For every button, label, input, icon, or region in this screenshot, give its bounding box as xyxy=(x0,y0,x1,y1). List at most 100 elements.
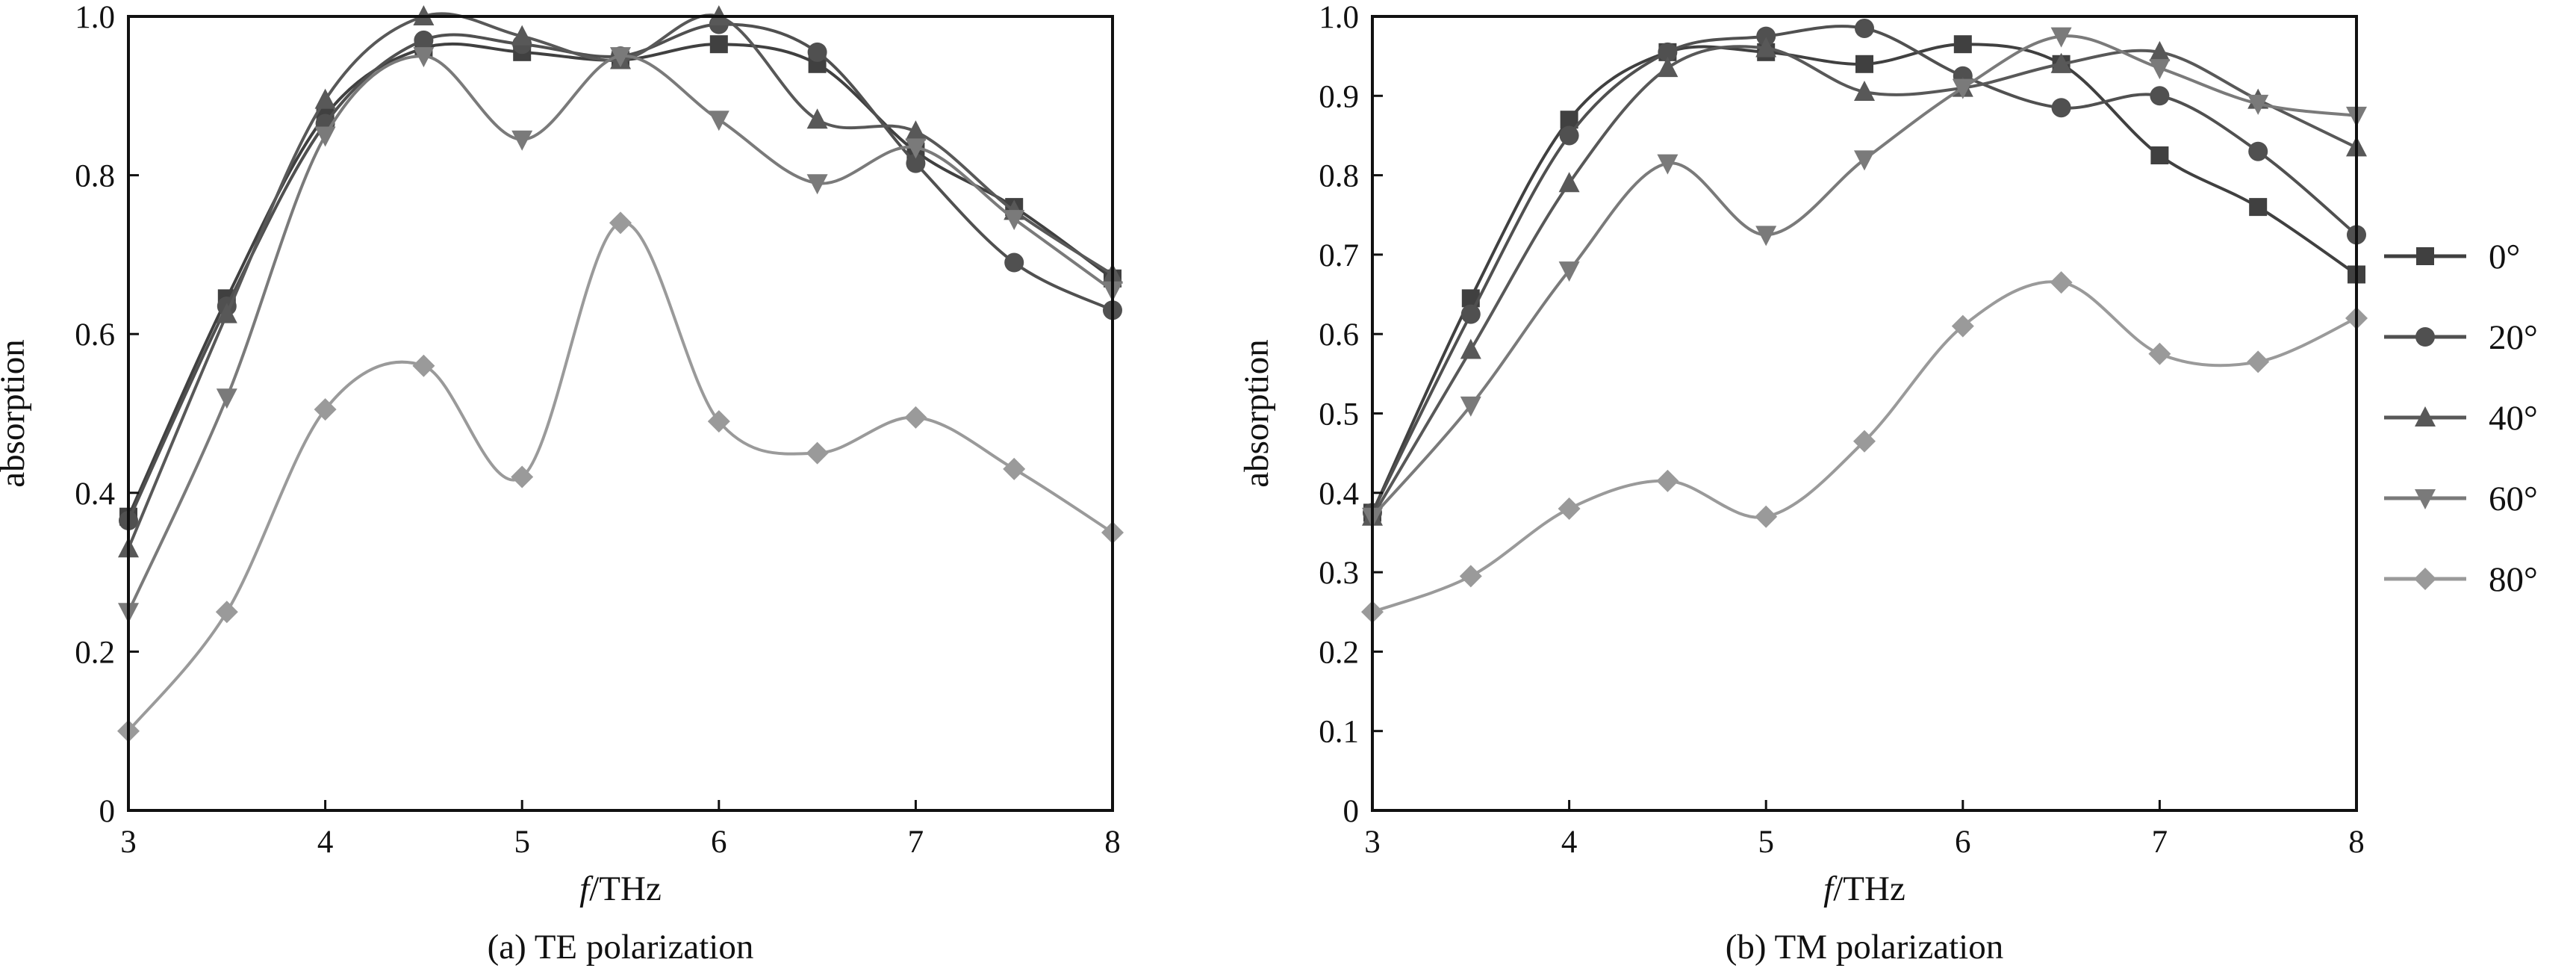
data-point xyxy=(1558,261,1580,282)
legend-marker xyxy=(2415,406,2436,427)
data-point xyxy=(2150,146,2169,165)
data-point xyxy=(1952,78,1973,99)
y-tick-label: 0.1 xyxy=(1319,715,1359,750)
data-point xyxy=(2050,271,2073,294)
data-point xyxy=(1004,210,1025,231)
data-point xyxy=(1460,304,1481,324)
data-point xyxy=(1854,80,1875,101)
data-point xyxy=(1559,125,1579,146)
data-point xyxy=(1656,469,1679,492)
series-line-2 xyxy=(127,12,1114,549)
legend-item: 40° xyxy=(2384,399,2538,438)
legend-item: 80° xyxy=(2384,560,2538,599)
x-axis-title: f/THz xyxy=(579,869,662,908)
legend-label: 20° xyxy=(2489,318,2538,357)
data-point xyxy=(2247,94,2269,115)
y-axis-title: absorption xyxy=(1237,339,1276,487)
y-tick-label: 0.4 xyxy=(1319,477,1359,512)
y-tick-label: 0.9 xyxy=(1319,79,1359,114)
data-point xyxy=(905,138,927,159)
series-line-1 xyxy=(1371,25,2358,514)
legend-label: 40° xyxy=(2489,399,2538,438)
y-tick-label: 0.3 xyxy=(1319,556,1359,591)
x-tick-label: 5 xyxy=(1758,825,1774,860)
legend-item: 0° xyxy=(2384,238,2520,276)
data-point xyxy=(2150,86,2170,106)
data-point xyxy=(1855,18,1874,38)
data-point xyxy=(1460,396,1481,417)
data-point xyxy=(1853,429,1876,453)
data-point xyxy=(2149,59,2171,80)
data-point xyxy=(1755,505,1778,528)
x-tick-label: 3 xyxy=(120,825,137,860)
y-axis-title: absorption xyxy=(0,339,32,487)
panel-te-polarization: 3 4 5 6 7 8 0 0.2 0.4 0.6 0.8 1.0 f/THz absorption (a)… xyxy=(0,0,1124,967)
data-point xyxy=(1756,26,1776,46)
y-tick-label: 0.6 xyxy=(75,317,115,353)
data-point xyxy=(806,108,828,129)
data-point xyxy=(610,47,631,68)
data-point xyxy=(1755,226,1777,246)
x-tick-label: 4 xyxy=(317,825,334,860)
data-point xyxy=(1558,497,1581,521)
series-line-4 xyxy=(127,221,1114,732)
plot-frame xyxy=(127,15,1114,812)
data-point xyxy=(906,153,926,173)
data-point xyxy=(1953,35,1972,54)
data-point xyxy=(2148,342,2171,365)
x-tick-label: 5 xyxy=(514,825,530,860)
data-point xyxy=(414,30,434,50)
data-point xyxy=(709,35,728,54)
y-tick-label: 0 xyxy=(99,794,116,829)
y-tick-label: 1.0 xyxy=(1319,0,1359,35)
data-point xyxy=(2050,27,2072,48)
data-point xyxy=(806,441,829,465)
data-point xyxy=(2249,198,2268,217)
y-tick-label: 0.6 xyxy=(1319,317,1359,353)
data-point xyxy=(1855,55,1873,73)
data-point xyxy=(807,42,827,62)
y-tick-label: 1.0 xyxy=(75,0,115,35)
panel-caption: (a) TE polarization xyxy=(488,928,754,967)
series-line-3 xyxy=(1371,34,2357,518)
data-point xyxy=(216,388,237,409)
data-point xyxy=(1854,150,1875,171)
x-tick-label: 6 xyxy=(711,825,727,860)
panel-tm-polarization: 3 4 5 6 7 8 0 0.1 0.2 0.3 0.4 0.5 0.6 0.7 0.8 0.9 1.0 f/T… xyxy=(1237,0,2368,967)
series-line-3 xyxy=(127,55,1114,613)
data-point xyxy=(1459,565,1482,588)
series-line-0 xyxy=(127,42,1114,518)
panel-caption: (b) TM polarization xyxy=(1726,928,2003,967)
y-tick-label: 0.2 xyxy=(75,635,115,670)
y-tick-label: 0.8 xyxy=(1319,159,1359,194)
data-point xyxy=(609,211,632,235)
x-tick-label: 6 xyxy=(1955,825,1971,860)
y-tick-label: 0.5 xyxy=(1319,397,1359,432)
data-point xyxy=(1657,154,1679,175)
data-point xyxy=(2050,52,2072,73)
x-axis-title-rest: /THz xyxy=(1833,869,1905,908)
data-point xyxy=(511,130,533,151)
data-point xyxy=(1657,57,1679,78)
legend-item: 60° xyxy=(2384,480,2538,518)
data-point xyxy=(413,47,435,68)
x-tick-label: 4 xyxy=(1561,825,1578,860)
data-point xyxy=(1658,42,1678,62)
legend-label: 80° xyxy=(2489,560,2538,599)
x-axis-title: f/THz xyxy=(1823,869,1905,908)
series-line-2 xyxy=(1371,45,2357,518)
series-line-0 xyxy=(1371,43,2358,514)
data-point xyxy=(708,111,729,131)
legend-marker xyxy=(2414,568,2436,590)
data-point xyxy=(1460,338,1481,359)
y-tick-label: 0.8 xyxy=(75,159,115,194)
x-tick-label: 3 xyxy=(1364,825,1381,860)
legend-item: 20° xyxy=(2384,318,2538,357)
x-tick-label: 8 xyxy=(1104,825,1121,860)
data-point xyxy=(314,88,336,109)
data-point xyxy=(314,126,336,147)
legend: 0° 20° 40° 60° 80° xyxy=(2384,238,2538,599)
data-point xyxy=(1558,172,1580,193)
plot-frame xyxy=(1371,15,2358,812)
